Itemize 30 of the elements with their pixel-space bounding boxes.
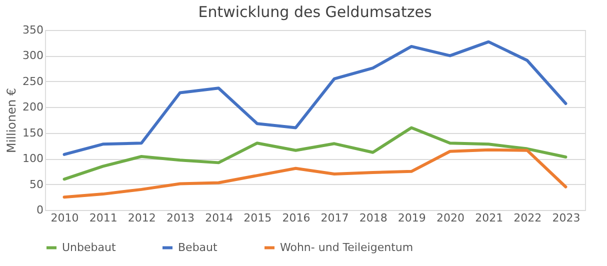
y-tick-label: 250 xyxy=(22,74,44,88)
x-tick-label: 2012 xyxy=(128,212,156,224)
y-tick-label: 300 xyxy=(22,49,44,62)
x-tick-label: 2021 xyxy=(475,212,504,224)
y-tick-label: 350 xyxy=(22,24,44,36)
x-tick-label: 2016 xyxy=(282,212,310,224)
line-series xyxy=(62,126,568,181)
y-tick-label: 100 xyxy=(22,152,44,166)
x-tick-label: 2011 xyxy=(89,212,118,224)
x-tick-label: 2023 xyxy=(552,212,580,224)
y-tick-label: 0 xyxy=(36,204,44,216)
legend-label: Unbebaut xyxy=(62,240,116,254)
y-tick-label: 150 xyxy=(22,126,44,140)
x-tick-label: 2010 xyxy=(50,212,79,224)
x-tick-label: 2022 xyxy=(514,212,542,224)
line-series xyxy=(62,148,568,199)
line-series xyxy=(62,40,568,156)
x-tick-label: 2019 xyxy=(398,212,426,224)
x-tick-label: 2017 xyxy=(320,212,349,224)
y-tick-label: 50 xyxy=(30,178,44,191)
y-axis-title: Millionen € xyxy=(4,88,19,154)
chart-title: Entwicklung des Geldumsatzes xyxy=(198,3,432,21)
x-tick-label: 2015 xyxy=(244,212,272,224)
legend-label: Bebaut xyxy=(178,240,218,254)
x-tick-label: 2020 xyxy=(436,212,464,224)
x-tick-label: 2013 xyxy=(166,212,194,224)
y-tick-label: 200 xyxy=(22,100,44,114)
x-tick-label: 2018 xyxy=(359,212,388,224)
x-tick-label: 2014 xyxy=(205,212,234,224)
legend-label: Wohn- und Teileigentum xyxy=(280,240,414,254)
